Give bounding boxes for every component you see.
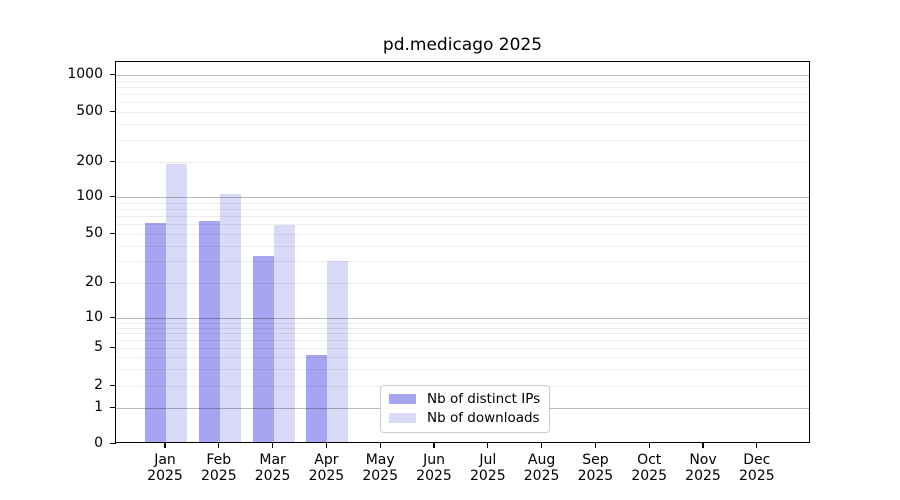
bar-nb-of-distinct-ips-apr-2025 (306, 355, 328, 442)
y-tick-label: 50 (85, 225, 103, 241)
x-tick-mark (164, 443, 166, 448)
x-tick-label: Dec 2025 (738, 452, 775, 484)
bar-nb-of-distinct-ips-jan-2025 (145, 223, 166, 442)
x-tick-mark (702, 443, 704, 448)
y-tick-mark (110, 195, 116, 197)
y-tick-mark (110, 110, 116, 112)
legend-swatch-icon (389, 413, 416, 423)
y-tick-label: 10 (85, 309, 103, 325)
y-tick-label: 0 (94, 435, 103, 451)
x-tick-label: Jan 2025 (147, 452, 183, 484)
x-tick-label: Aug 2025 (523, 452, 560, 484)
x-tick-mark (218, 443, 220, 448)
x-tick-mark (541, 443, 543, 448)
bar-nb-of-distinct-ips-feb-2025 (198, 221, 220, 442)
legend-swatch-icon (389, 394, 416, 404)
y-axis: 0 1 2 5 10 20 50 100 200 500 1000 (0, 61, 116, 451)
x-tick-mark (325, 443, 327, 448)
x-tick-label: Apr 2025 (308, 452, 345, 484)
x-tick-label: Sep 2025 (577, 452, 614, 484)
y-tick-label: 20 (85, 274, 103, 290)
bars-layer (116, 62, 809, 442)
y-tick-mark (110, 73, 116, 75)
y-tick-label: 500 (76, 103, 103, 119)
bar-nb-of-downloads-feb-2025 (219, 194, 241, 442)
y-tick-label: 5 (94, 339, 103, 355)
x-tick-label: Oct 2025 (631, 452, 667, 484)
y-tick-label: 100 (76, 188, 103, 204)
x-tick-label: May 2025 (362, 452, 398, 484)
x-tick-mark (433, 443, 435, 448)
y-tick-label: 200 (76, 153, 103, 169)
legend: Nb of distinct IPs Nb of downloads (380, 385, 551, 433)
x-tick-mark (756, 443, 758, 448)
x-tick-label: Jun 2025 (416, 452, 452, 484)
x-tick-label: Mar 2025 (254, 452, 291, 484)
x-tick-mark (487, 443, 489, 448)
y-tick-mark (110, 281, 116, 283)
legend-item-nb-of-downloads: Nb of downloads (389, 410, 540, 426)
y-tick-label: 1 (94, 399, 103, 415)
bar-nb-of-distinct-ips-mar-2025 (252, 255, 274, 442)
y-tick-mark (110, 160, 116, 162)
y-tick-label: 1000 (67, 66, 103, 82)
y-tick-mark (110, 442, 116, 444)
y-tick-mark (110, 316, 116, 318)
bar-nb-of-downloads-jan-2025 (166, 163, 187, 442)
x-tick-mark (379, 443, 381, 448)
chart-title: pd.medicago 2025 (382, 35, 543, 55)
y-tick-mark (110, 232, 116, 234)
plot-area: Nb of distinct IPs Nb of downloads (115, 61, 810, 443)
legend-item-nb-of-distinct-ips: Nb of distinct IPs (389, 391, 540, 407)
x-tick-label: Feb 2025 (200, 452, 237, 484)
y-tick-mark (110, 346, 116, 348)
x-tick-mark (594, 443, 596, 448)
x-tick-mark (272, 443, 274, 448)
x-axis: Jan 2025 Feb 2025 Mar 2025 Apr 2025 May 2025… (115, 443, 810, 500)
y-tick-label: 2 (94, 377, 103, 393)
x-tick-label: Nov 2025 (685, 452, 721, 484)
x-tick-mark (648, 443, 650, 448)
y-tick-mark (110, 406, 116, 408)
y-tick-mark (110, 384, 116, 386)
legend-label: Nb of distinct IPs (427, 391, 541, 407)
bar-nb-of-downloads-mar-2025 (273, 225, 295, 442)
x-tick-label: Jul 2025 (469, 452, 506, 484)
bar-nb-of-downloads-apr-2025 (327, 261, 349, 442)
legend-label: Nb of downloads (427, 410, 540, 426)
